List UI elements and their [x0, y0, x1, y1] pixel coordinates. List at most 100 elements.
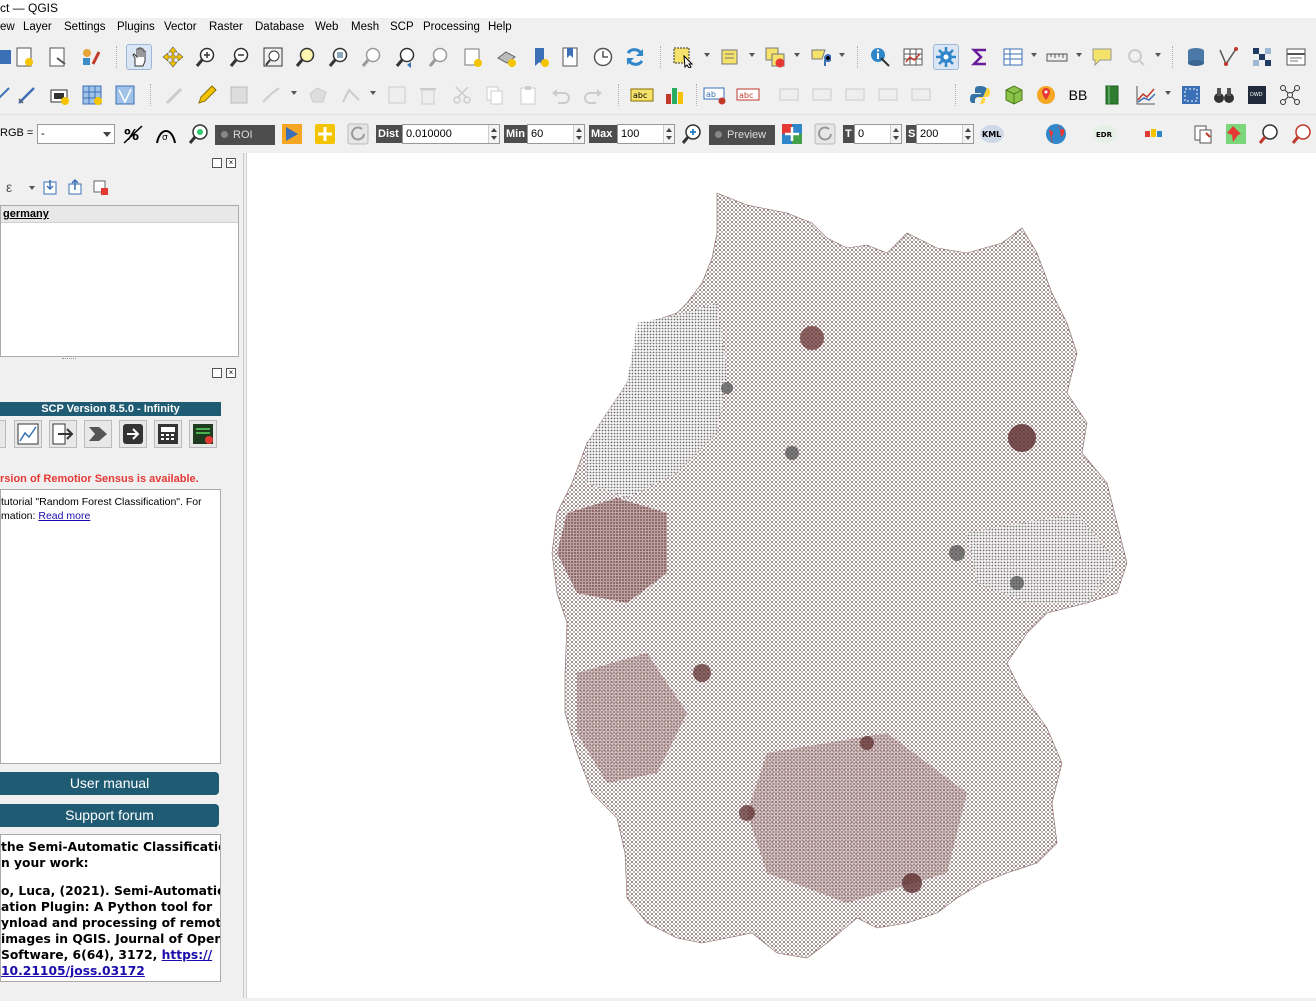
- vertex-editor-icon[interactable]: [338, 82, 364, 108]
- measure-line-icon[interactable]: [1044, 44, 1070, 70]
- spin-arrows-icon[interactable]: [663, 125, 674, 143]
- select-features-dropdown[interactable]: [704, 53, 710, 57]
- remove-layer-icon[interactable]: [92, 179, 110, 197]
- scp-input-icon[interactable]: [49, 420, 77, 448]
- zoom-next-icon[interactable]: [426, 44, 452, 70]
- float-panel-icon[interactable]: [212, 368, 222, 378]
- refresh-icon[interactable]: [622, 44, 648, 70]
- dist-spinbox[interactable]: 0.010000: [402, 124, 500, 144]
- expand-all-icon[interactable]: [42, 178, 60, 196]
- vector-layer-icon[interactable]: [112, 82, 138, 108]
- processing-toolbox-icon[interactable]: [933, 44, 959, 70]
- new-bookmark-icon[interactable]: [527, 44, 553, 70]
- menu-mesh[interactable]: Mesh: [351, 21, 380, 33]
- support-forum-button[interactable]: Support forum: [0, 804, 219, 827]
- zoom-last-icon[interactable]: [393, 44, 419, 70]
- show-hide-labels-icon[interactable]: [776, 82, 802, 108]
- menu-view[interactable]: ew: [0, 21, 15, 33]
- quickmapservices-icon[interactable]: [1033, 82, 1059, 108]
- close-panel-icon[interactable]: ×: [226, 158, 236, 168]
- style-manager-icon[interactable]: [78, 44, 104, 70]
- scp-next-icon[interactable]: [119, 420, 147, 448]
- band-combination-icon[interactable]: %: [120, 121, 146, 147]
- transparency-spinbox[interactable]: 0: [854, 124, 902, 144]
- band-set-icon[interactable]: [1141, 121, 1167, 147]
- close-panel-icon[interactable]: ×: [226, 368, 236, 378]
- profile-dropdown[interactable]: [1165, 91, 1171, 95]
- map-canvas[interactable]: [246, 153, 1316, 998]
- menu-web[interactable]: Web: [315, 21, 339, 33]
- scp-process-icon[interactable]: [84, 420, 112, 448]
- spin-arrows-icon[interactable]: [890, 125, 901, 143]
- plugin-3d-icon[interactable]: [1000, 82, 1026, 108]
- zoom-to-input-icon[interactable]: [186, 121, 212, 147]
- menu-scp[interactable]: SCP: [390, 21, 414, 33]
- copy-features-icon[interactable]: [481, 82, 507, 108]
- menu-plugins[interactable]: Plugins: [117, 21, 155, 33]
- create-roi-icon[interactable]: [279, 121, 305, 147]
- select-location-dropdown[interactable]: [839, 53, 845, 57]
- max-spinbox[interactable]: 100: [617, 124, 675, 144]
- network-graph-icon[interactable]: [1277, 82, 1303, 108]
- local-stretch-icon[interactable]: σ: [153, 121, 179, 147]
- vertex-dropdown[interactable]: [370, 91, 376, 95]
- min-spinbox[interactable]: 60: [527, 124, 585, 144]
- select-by-location-icon[interactable]: [807, 44, 833, 70]
- new-map-view-icon[interactable]: [460, 44, 486, 70]
- layer-item-germany[interactable]: germany: [3, 208, 49, 220]
- spin-arrows-icon[interactable]: [488, 125, 499, 143]
- redo-icon[interactable]: [580, 82, 606, 108]
- zoom-search-red-icon[interactable]: [1256, 121, 1282, 147]
- float-panel-icon[interactable]: [212, 158, 222, 168]
- change-label-icon[interactable]: [875, 82, 901, 108]
- new-3d-view-icon[interactable]: [493, 44, 519, 70]
- roi-toggle[interactable]: ROI: [215, 125, 275, 145]
- diagram-options-icon[interactable]: [662, 82, 688, 108]
- select-extent-icon[interactable]: [1178, 82, 1204, 108]
- globe-icon[interactable]: [1043, 121, 1069, 147]
- scp-tool-partial-icon[interactable]: [0, 420, 6, 448]
- annotation-dropdown[interactable]: [1155, 53, 1161, 57]
- add-feature-dropdown[interactable]: [291, 91, 297, 95]
- preview-toggle[interactable]: Preview: [709, 125, 775, 145]
- zoom-to-selection-icon[interactable]: [293, 44, 319, 70]
- user-manual-button[interactable]: User manual: [0, 772, 219, 795]
- open-attribute-table-icon[interactable]: [900, 44, 926, 70]
- zoom-search-red2-icon[interactable]: [1289, 121, 1315, 147]
- binoculars-icon[interactable]: [1211, 82, 1237, 108]
- modify-attributes-icon[interactable]: [384, 82, 410, 108]
- redo-preview-icon[interactable]: [812, 121, 838, 147]
- gps-toolbar-icon[interactable]: [46, 82, 72, 108]
- band-calc-icon[interactable]: [154, 420, 182, 448]
- raster-calculator-icon[interactable]: [1249, 44, 1275, 70]
- zoom-out-icon[interactable]: [227, 44, 253, 70]
- scp-settings-icon[interactable]: [189, 420, 217, 448]
- save-edits-icon[interactable]: [226, 82, 252, 108]
- temporal-controller-icon[interactable]: [590, 44, 616, 70]
- python-console-icon[interactable]: [967, 82, 993, 108]
- paste-features-icon[interactable]: [515, 82, 541, 108]
- undo-icon[interactable]: [548, 82, 574, 108]
- layout-designer-icon[interactable]: [1283, 44, 1309, 70]
- highlight-pinned-labels-icon[interactable]: ab: [702, 82, 728, 108]
- show-bookmarks-icon[interactable]: [558, 44, 584, 70]
- new-print-layout-icon[interactable]: [12, 44, 38, 70]
- select-by-value-dropdown[interactable]: [749, 53, 755, 57]
- select-by-value-icon[interactable]: [717, 44, 743, 70]
- filter-dropdown[interactable]: [29, 186, 35, 190]
- menu-processing[interactable]: Processing: [423, 21, 480, 33]
- cut-features-icon[interactable]: [449, 82, 475, 108]
- open-project-icon[interactable]: [0, 44, 18, 70]
- grid-layer-icon[interactable]: [79, 82, 105, 108]
- menu-vector[interactable]: Vector: [164, 21, 197, 33]
- vertex-tool-icon[interactable]: [1216, 44, 1242, 70]
- classification-preview-icon[interactable]: [779, 121, 805, 147]
- delete-selected-icon[interactable]: [415, 82, 441, 108]
- size-spinbox[interactable]: 200: [916, 124, 974, 144]
- spin-arrows-icon[interactable]: [573, 125, 584, 143]
- menu-layer[interactable]: Layer: [23, 21, 52, 33]
- pin-location-icon[interactable]: [1223, 121, 1249, 147]
- attribute-table-dropdown-icon[interactable]: [1000, 44, 1026, 70]
- rgb-combobox[interactable]: -: [37, 124, 115, 144]
- zoom-native-icon[interactable]: [359, 44, 385, 70]
